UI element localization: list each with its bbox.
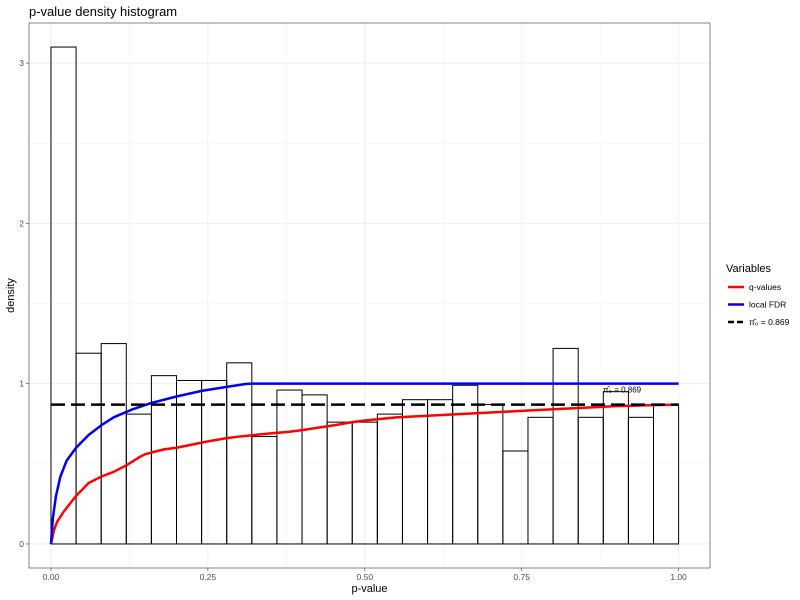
legend-label: local FDR bbox=[749, 300, 786, 310]
legend: Variables q-values local FDR π̂₀ = 0.869 bbox=[726, 263, 790, 327]
histogram-bars bbox=[50, 46, 680, 545]
y-axis: 0 1 2 3 bbox=[19, 58, 29, 549]
histogram-bar bbox=[50, 46, 77, 545]
y-tick-label: 3 bbox=[19, 58, 24, 68]
x-tick-label: 0.00 bbox=[43, 572, 60, 582]
x-tick-label: 0.75 bbox=[513, 572, 530, 582]
plot-panel: π̂₀ = 0.869 bbox=[28, 22, 711, 569]
x-tick-label: 0.50 bbox=[357, 572, 374, 582]
pi0-annotation: π̂₀ = 0.869 bbox=[603, 386, 642, 395]
x-tick-label: 1.00 bbox=[670, 572, 687, 582]
legend-title: Variables bbox=[726, 263, 772, 275]
x-axis-title: p-value bbox=[351, 583, 387, 595]
y-axis-title: density bbox=[5, 278, 17, 313]
panel-border bbox=[28, 22, 711, 569]
legend-label: q-values bbox=[749, 282, 781, 292]
y-tick-label: 0 bbox=[19, 539, 24, 549]
x-axis: 0.00 0.25 0.50 0.75 1.00 bbox=[43, 568, 687, 582]
grid-minor bbox=[29, 23, 710, 568]
series-line-q-values bbox=[49, 403, 679, 545]
y-tick-label: 1 bbox=[19, 379, 24, 389]
series-line-local-fdr bbox=[49, 382, 679, 545]
legend-label: π̂₀ = 0.869 bbox=[749, 317, 790, 327]
chart-title: p-value density histogram bbox=[29, 4, 177, 19]
panel-background bbox=[29, 23, 710, 568]
y-tick-label: 2 bbox=[19, 218, 24, 228]
x-tick-label: 0.25 bbox=[200, 572, 217, 582]
series-lines bbox=[49, 382, 679, 545]
